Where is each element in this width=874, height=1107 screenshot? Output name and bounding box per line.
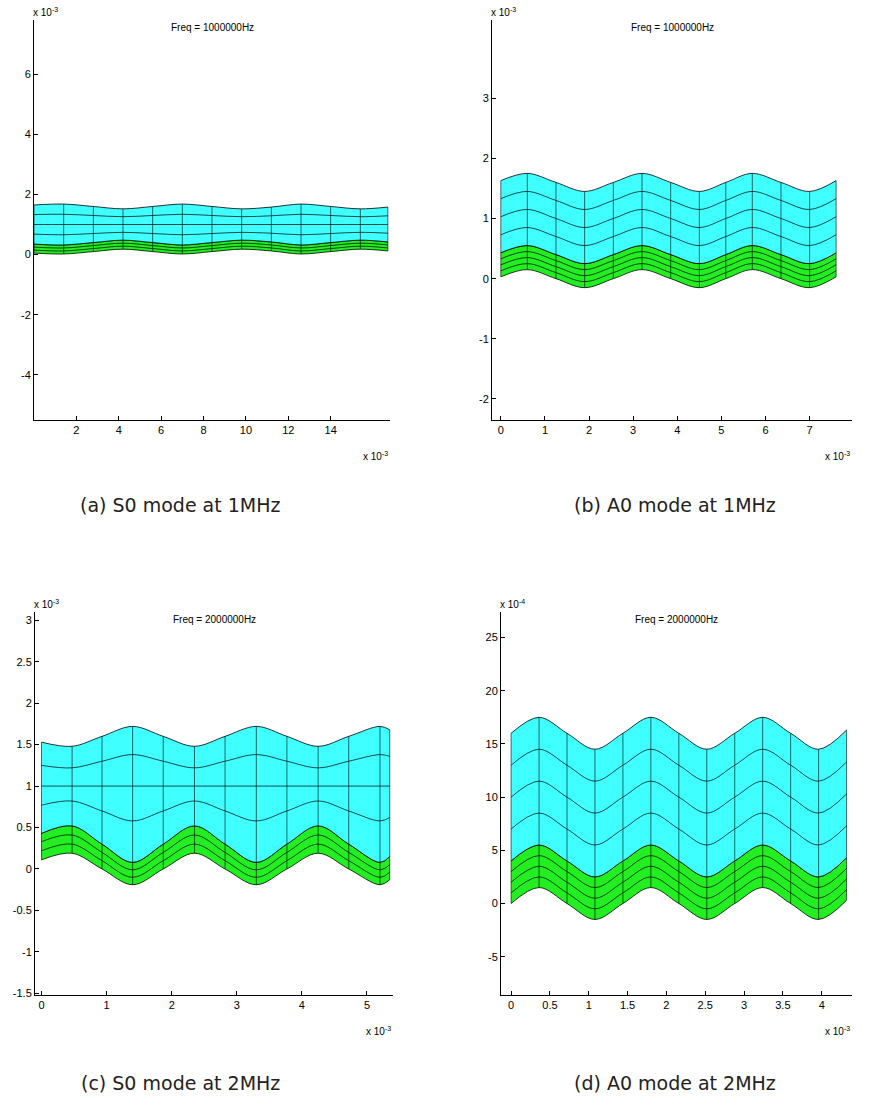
svg-text:x 10​-3​: x 10​-3​ xyxy=(825,450,850,462)
svg-text:3: 3 xyxy=(741,999,747,1011)
svg-text:-1.5: -1.5 xyxy=(13,987,32,999)
svg-text:1.5: 1.5 xyxy=(17,738,32,750)
svg-text:2: 2 xyxy=(26,697,32,709)
svg-text:2: 2 xyxy=(73,424,79,436)
svg-text:1: 1 xyxy=(26,780,32,792)
svg-text:5: 5 xyxy=(364,999,370,1011)
svg-text:0: 0 xyxy=(26,863,32,875)
svg-text:1: 1 xyxy=(542,424,548,436)
svg-text:3: 3 xyxy=(483,92,489,104)
svg-text:10: 10 xyxy=(240,424,252,436)
svg-text:2: 2 xyxy=(169,999,175,1011)
svg-text:20: 20 xyxy=(486,685,498,697)
svg-text:x 10​-4​: x 10​-4​ xyxy=(500,598,525,610)
svg-text:x 10​-3​: x 10​-3​ xyxy=(825,1025,850,1037)
svg-text:Freq = 1000000Hz: Freq = 1000000Hz xyxy=(631,22,714,33)
svg-text:0: 0 xyxy=(498,424,504,436)
svg-text:15: 15 xyxy=(486,738,498,750)
svg-text:x 10​-3​: x 10​-3​ xyxy=(363,450,388,462)
svg-text:-2: -2 xyxy=(21,309,31,321)
svg-text:-5: -5 xyxy=(488,951,498,963)
svg-text:5: 5 xyxy=(718,424,724,436)
svg-text:3: 3 xyxy=(26,614,32,626)
svg-text:1: 1 xyxy=(483,212,489,224)
svg-text:x 10​-3​: x 10​-3​ xyxy=(366,1025,391,1037)
svg-text:8: 8 xyxy=(200,424,206,436)
svg-text:Freq = 1000000Hz: Freq = 1000000Hz xyxy=(171,22,254,33)
svg-text:x 10​-3​: x 10​-3​ xyxy=(33,6,58,18)
svg-text:4: 4 xyxy=(674,424,680,436)
svg-text:12: 12 xyxy=(282,424,294,436)
svg-text:-4: -4 xyxy=(21,369,31,381)
svg-text:2.5: 2.5 xyxy=(17,656,32,668)
svg-text:6: 6 xyxy=(25,68,31,80)
svg-text:0: 0 xyxy=(38,999,44,1011)
svg-text:3: 3 xyxy=(630,424,636,436)
svg-text:2.5: 2.5 xyxy=(698,999,713,1011)
svg-text:2: 2 xyxy=(483,152,489,164)
svg-text:2: 2 xyxy=(663,999,669,1011)
svg-text:4: 4 xyxy=(25,128,31,140)
svg-text:0.5: 0.5 xyxy=(17,821,32,833)
svg-text:0: 0 xyxy=(492,897,498,909)
svg-text:4: 4 xyxy=(299,999,305,1011)
svg-text:0.5: 0.5 xyxy=(542,999,557,1011)
svg-text:(a) S0 mode at 1MHz: (a) S0 mode at 1MHz xyxy=(80,494,281,516)
svg-text:7: 7 xyxy=(807,424,813,436)
svg-text:14: 14 xyxy=(325,424,337,436)
svg-text:6: 6 xyxy=(158,424,164,436)
svg-text:Freq = 2000000Hz: Freq = 2000000Hz xyxy=(173,614,256,625)
svg-text:0: 0 xyxy=(508,999,514,1011)
svg-text:25: 25 xyxy=(486,631,498,643)
svg-text:0: 0 xyxy=(25,248,31,260)
svg-text:Freq = 2000000Hz: Freq = 2000000Hz xyxy=(635,614,718,625)
svg-text:10: 10 xyxy=(486,791,498,803)
svg-text:1: 1 xyxy=(586,999,592,1011)
svg-text:0: 0 xyxy=(483,273,489,285)
svg-text:(c) S0 mode at 2MHz: (c) S0 mode at 2MHz xyxy=(81,1072,280,1094)
svg-text:4: 4 xyxy=(819,999,825,1011)
svg-text:5: 5 xyxy=(492,844,498,856)
svg-text:2: 2 xyxy=(586,424,592,436)
svg-text:3.5: 3.5 xyxy=(775,999,790,1011)
svg-text:1: 1 xyxy=(104,999,110,1011)
svg-text:x 10​-3​: x 10​-3​ xyxy=(34,598,59,610)
svg-text:2: 2 xyxy=(25,188,31,200)
svg-text:1.5: 1.5 xyxy=(620,999,635,1011)
svg-text:3: 3 xyxy=(234,999,240,1011)
svg-text:(d) A0 mode at 2MHz: (d) A0 mode at 2MHz xyxy=(574,1072,776,1094)
svg-text:4: 4 xyxy=(116,424,122,436)
svg-text:-1: -1 xyxy=(22,946,32,958)
svg-text:x 10​-3​: x 10​-3​ xyxy=(491,6,516,18)
svg-text:6: 6 xyxy=(762,424,768,436)
svg-text:-2: -2 xyxy=(479,393,489,405)
svg-text:-0.5: -0.5 xyxy=(13,904,32,916)
svg-text:-1: -1 xyxy=(479,333,489,345)
svg-text:(b) A0 mode at 1MHz: (b) A0 mode at 1MHz xyxy=(574,494,776,516)
